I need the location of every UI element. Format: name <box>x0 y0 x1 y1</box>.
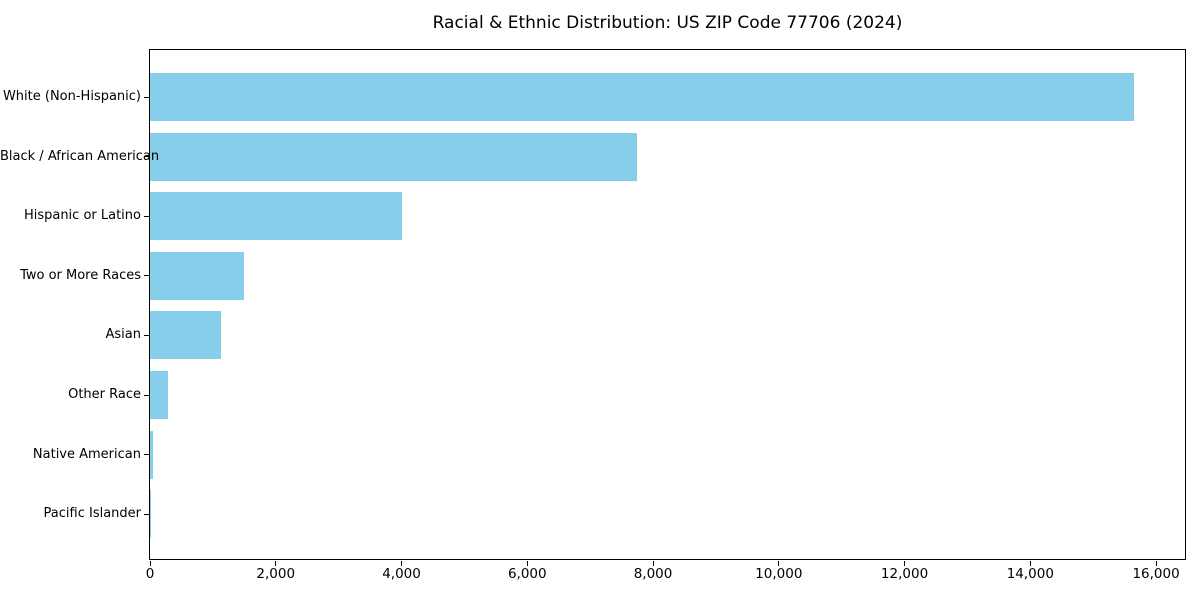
y-axis-tick <box>144 156 149 158</box>
x-axis-tick <box>401 561 403 566</box>
x-tick-label-2000: 2,000 <box>256 566 296 582</box>
plot-area <box>144 49 1186 566</box>
bar-pacific-islander <box>150 490 151 539</box>
y-tick-label-pacific-islander: Pacific Islander <box>43 506 141 522</box>
x-axis-tick <box>1155 561 1157 566</box>
y-tick-label-two-or-more-races: Two or More Races <box>20 267 141 283</box>
y-tick-label-other-race: Other Race <box>68 387 141 402</box>
bar-hispanic-or-latino <box>150 192 402 241</box>
x-tick-label-6000: 6,000 <box>507 566 547 582</box>
bar-native-american <box>150 430 154 479</box>
y-tick-label-white-non-hispanic: White (Non-Hispanic) <box>2 89 141 104</box>
y-axis-labels: White (Non-Hispanic) Black / African Amer… <box>0 50 160 559</box>
y-axis-tick <box>144 275 149 277</box>
y-axis-tick <box>144 394 149 396</box>
x-tick-label-12000: 12,000 <box>880 566 929 582</box>
x-axis-tick <box>1029 561 1031 566</box>
bar-black-african-american <box>150 132 638 181</box>
x-tick-label-16000: 16,000 <box>1132 566 1180 582</box>
x-tick-label-0: 0 <box>145 566 155 582</box>
bar-other-race <box>150 371 169 419</box>
x-axis-tick <box>275 561 277 566</box>
y-axis-tick <box>144 454 149 456</box>
x-axis-tick <box>652 561 654 566</box>
y-axis-tick <box>144 96 149 98</box>
x-axis-tick <box>778 561 780 566</box>
y-tick-label-hispanic-or-latino: Hispanic or Latino <box>23 208 141 224</box>
y-axis-tick <box>144 215 149 217</box>
y-tick-label-native-american: Native American <box>32 446 141 462</box>
bar-two-or-more-races <box>150 251 245 300</box>
bar-white-non-hispanic <box>150 73 1135 121</box>
y-axis-tick <box>144 513 149 515</box>
x-axis-tick <box>904 561 906 566</box>
y-axis-tick <box>144 334 149 336</box>
y-tick-label-black-african-american: Black / African American <box>0 148 160 164</box>
y-tick-label-asian: Asian <box>105 327 141 343</box>
x-tick-label-14000: 14,000 <box>1006 566 1054 582</box>
chart-title: Racial & Ethnic Distribution: US ZIP Cod… <box>432 13 903 33</box>
x-axis-tick <box>149 561 151 566</box>
x-tick-label-8000: 8,000 <box>633 566 673 582</box>
x-axis-tick <box>526 561 528 566</box>
bar-asian <box>150 311 222 360</box>
x-tick-label-4000: 4,000 <box>382 566 421 582</box>
x-tick-label-10000: 10,000 <box>755 566 803 582</box>
